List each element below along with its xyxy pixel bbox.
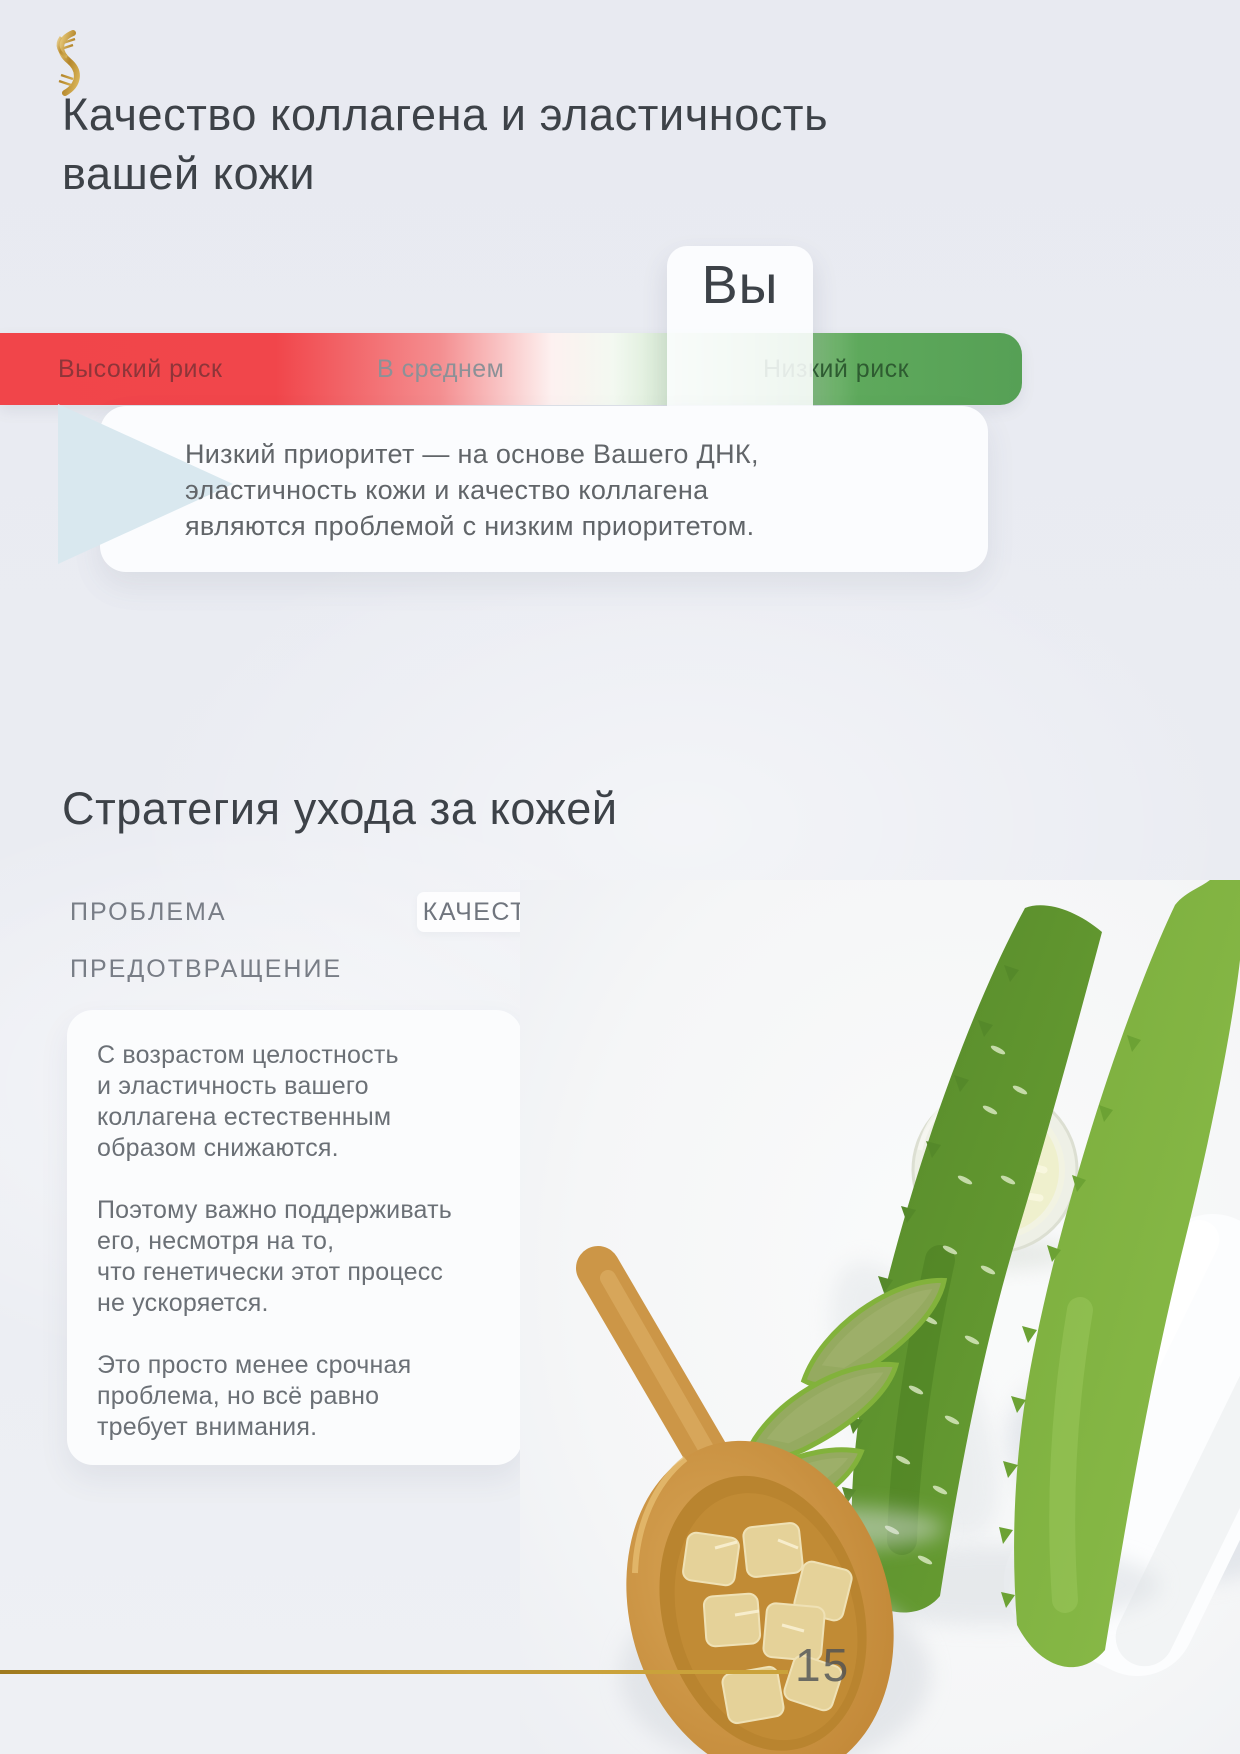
risk-label-medium: В среднем: [377, 355, 505, 383]
risk-gradient-bar: Высокий риск В среднем Низкий риск: [0, 333, 1022, 405]
priority-callout-text: Низкий приоритет — на основе Вашего ДНК,…: [185, 439, 759, 541]
leaf-speckles: [884, 1045, 1028, 1565]
wooden-spoon: [576, 1246, 930, 1754]
callout-arrow-icon: [58, 404, 233, 564]
strategy-section-title: Стратегия ухода за кожей: [62, 783, 618, 834]
info-paragraph-3: Это просто менее срочная проблема, но вс…: [97, 1351, 412, 1441]
aloe-leaf-right: [999, 880, 1240, 1668]
aloe-vera-photo: [520, 880, 1240, 1754]
page-title: Качество коллагена и эластичность вашей …: [62, 89, 829, 199]
dna-helix-icon: [56, 30, 80, 96]
you-marker-label: Вы: [701, 255, 779, 315]
footer-gold-rule: [0, 1670, 788, 1674]
info-paragraph-1: С возрастом целостность и эластичность в…: [97, 1041, 399, 1162]
priority-callout-card: [100, 406, 988, 572]
problem-label: ПРОБЛЕМА: [70, 898, 227, 926]
page-number: 15: [795, 1639, 851, 1691]
risk-label-high: Высокий риск: [58, 355, 223, 383]
aloe-cubes: [682, 1522, 853, 1725]
info-card: С возрастом целостность и эластичность в…: [67, 1010, 522, 1465]
info-paragraph-2: Поэтому важно поддерживать его, несмотря…: [97, 1196, 452, 1317]
prevention-label: ПРЕДОТВРАЩЕНИЕ: [70, 955, 343, 983]
